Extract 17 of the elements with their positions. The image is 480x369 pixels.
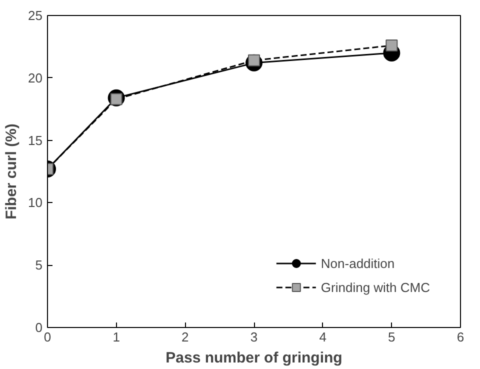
x-tick-label: 2 [182,330,189,344]
y-tick-label: 0 [35,320,43,335]
y-tick-label: 20 [28,70,43,86]
x-tick-label: 6 [456,330,464,344]
y-axis-title: Fiber curl (%) [3,124,20,220]
point [386,39,398,52]
legend-label: Grinding with CMC [320,280,430,294]
x-axis-title: Pass number of gringing [166,350,342,366]
y-tick-label: 10 [28,195,43,210]
x-tick-label: 4 [319,330,326,344]
y-tick-label: 15 [28,132,43,148]
x-tick-label: 5 [388,330,396,344]
x-tick-label: 3 [250,330,258,344]
y-tick-label: 5 [35,258,43,273]
x-tick-label: 1 [112,330,120,344]
y-tick-label: 25 [28,8,43,23]
legend-label: Non-addition [320,256,395,270]
